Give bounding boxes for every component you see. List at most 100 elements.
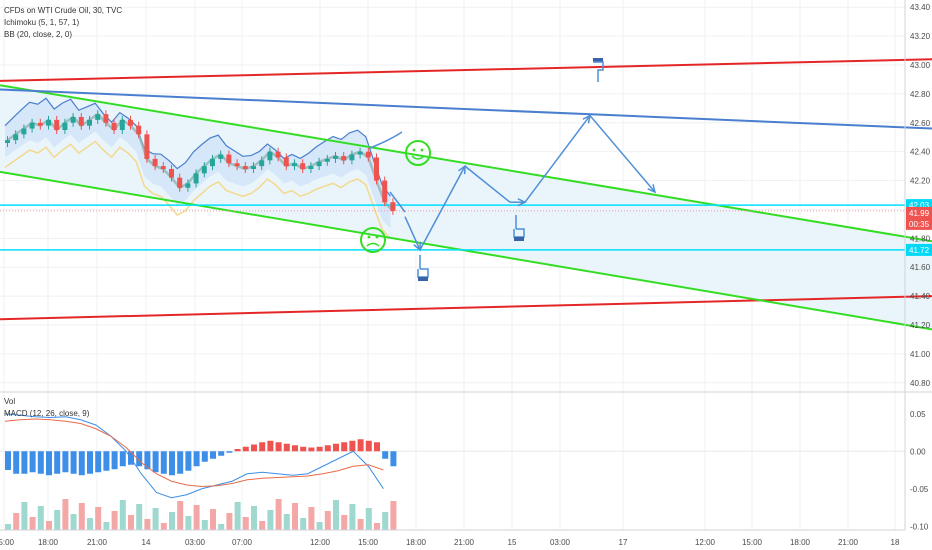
- face-eye: [375, 235, 379, 239]
- time-tick-label: 18: [891, 538, 900, 547]
- macd-tick-label: 0.05: [910, 410, 926, 419]
- volume-bar: [5, 524, 11, 530]
- time-tick-label: 07:00: [232, 538, 253, 547]
- candle: [210, 158, 215, 167]
- hand-cuff: [418, 277, 428, 281]
- volume-bar: [177, 501, 184, 530]
- candle: [324, 158, 330, 162]
- volume-bar: [144, 519, 151, 530]
- macd-histogram-bar: [251, 444, 257, 452]
- volume-bar: [324, 511, 331, 530]
- candle: [300, 163, 306, 169]
- price-tag: [906, 206, 932, 219]
- price-tick-label: 42.80: [910, 90, 931, 99]
- hand-cuff: [593, 58, 603, 62]
- macd-histogram-bar: [267, 440, 274, 452]
- candle: [46, 119, 51, 126]
- candle: [349, 154, 355, 161]
- macd-pane: [0, 413, 905, 530]
- candle: [119, 119, 125, 130]
- candle: [160, 166, 166, 169]
- volume-bar: [78, 503, 85, 530]
- trend-line-blue: [0, 88, 932, 130]
- hand-cuff: [514, 237, 524, 241]
- candle: [185, 183, 191, 188]
- projection-segment: [524, 115, 591, 203]
- face-eye: [367, 235, 371, 239]
- volume-bar: [111, 511, 118, 530]
- volume-bar: [292, 503, 298, 530]
- volume-bar: [349, 504, 356, 530]
- price-tag: [906, 243, 932, 256]
- macd-histogram-bar: [62, 451, 69, 473]
- candle: [193, 173, 199, 184]
- pointing-hand-icon: [417, 255, 429, 281]
- candle: [242, 166, 248, 169]
- projection-segment: [389, 191, 406, 213]
- face-mouth: [411, 155, 425, 160]
- macd-histogram-bar: [390, 451, 397, 467]
- macd-histogram-bar: [349, 440, 356, 452]
- face-eye: [420, 148, 424, 152]
- macd-histogram-bar: [29, 451, 36, 473]
- price-tag-label: 41.72: [909, 246, 930, 255]
- macd-histogram-bar: [103, 451, 110, 471]
- indicator-bb: BB (20, close, 2, 0): [4, 30, 72, 39]
- time-tick-label: 03:00: [185, 538, 206, 547]
- time-tick-label: 12:00: [310, 538, 331, 547]
- macd-histogram-bar: [374, 442, 380, 452]
- volume-bar: [308, 507, 315, 530]
- price-tag-label: 41.99: [909, 209, 930, 218]
- volume-bar: [46, 521, 52, 530]
- volume-bar: [119, 500, 126, 530]
- macd-tick-label: 0.00: [910, 447, 926, 456]
- volume-bar: [103, 522, 110, 530]
- macd-histogram-bar: [119, 451, 126, 467]
- macd-histogram-bar: [54, 451, 61, 474]
- macd-histogram-bar: [185, 451, 192, 471]
- volume-bar: [136, 504, 143, 530]
- volume-bar: [242, 517, 249, 530]
- candle: [218, 154, 224, 159]
- time-tick-label: 18:00: [406, 538, 427, 547]
- time-tick-label: 15:00: [0, 538, 15, 547]
- pointing-hand-icon: [593, 58, 604, 82]
- projection-arrows: [369, 114, 657, 252]
- volume-bar: [210, 509, 216, 530]
- macd-histogram-bar: [242, 446, 249, 452]
- candle: [382, 180, 388, 203]
- cloud: [5, 98, 391, 229]
- volume-bar: [169, 512, 175, 530]
- price-tag-label: 42.03: [909, 201, 930, 210]
- time-tick-label: 17: [619, 538, 628, 547]
- candle: [70, 117, 76, 123]
- volume-bar: [29, 517, 36, 530]
- macd-histogram-bar: [259, 442, 266, 452]
- volume-bar: [374, 523, 380, 530]
- candle: [62, 122, 68, 130]
- volume-bar: [267, 510, 274, 530]
- candle: [21, 128, 27, 135]
- volume-bar: [382, 512, 389, 530]
- macd-histogram-bar: [78, 451, 85, 476]
- macd-tick-label: -0.10: [910, 522, 929, 531]
- channel-fill: [0, 85, 932, 330]
- volume-bar: [95, 507, 102, 530]
- time-tick-label: 21:00: [838, 538, 859, 547]
- time-tick-label: 21:00: [454, 538, 475, 547]
- face-mouth: [366, 242, 380, 247]
- candles: [5, 110, 396, 215]
- macd-histogram-bar: [136, 451, 143, 467]
- time-tick-label: 18:00: [790, 538, 811, 547]
- price-tick-label: 41.00: [910, 350, 931, 359]
- macd-histogram-bar: [152, 451, 159, 473]
- indicator-ichimoku: Ichimoku (5, 1, 57, 1): [4, 18, 79, 27]
- volume-bar: [87, 518, 93, 530]
- candle: [267, 151, 273, 161]
- macd-histogram-bar: [333, 443, 339, 452]
- macd-histogram-bar: [365, 440, 372, 452]
- macd-histogram-bar: [5, 451, 11, 470]
- price-tick-label: 41.20: [910, 321, 931, 330]
- candle: [169, 169, 174, 178]
